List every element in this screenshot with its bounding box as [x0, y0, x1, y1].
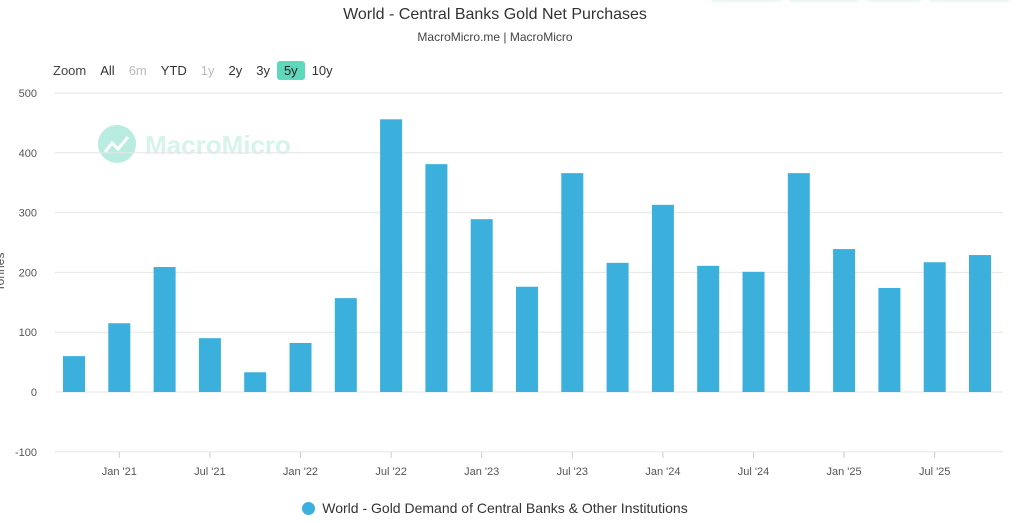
zoom-button-10y[interactable]: 10y [311, 63, 333, 78]
bar[interactable] [833, 249, 856, 392]
bar[interactable] [561, 173, 584, 392]
bar[interactable] [516, 286, 538, 392]
bar[interactable] [697, 265, 720, 392]
bar[interactable] [380, 119, 403, 392]
zoom-button-6m: 6m [128, 63, 147, 78]
y-tick-label: 0 [31, 387, 37, 399]
bar[interactable] [969, 255, 991, 392]
bar[interactable] [923, 262, 946, 392]
x-tick-label: Jan '25 [827, 466, 862, 478]
y-tick-label: 200 [19, 267, 37, 279]
watermark: MacroMicro [145, 130, 291, 160]
bar[interactable] [289, 342, 312, 392]
bar[interactable] [606, 262, 629, 392]
bar[interactable] [153, 267, 176, 392]
y-tick-label: 100 [19, 327, 37, 339]
x-tick-label: Jul '22 [375, 466, 406, 478]
y-tick-label: 500 [19, 88, 37, 100]
bar[interactable] [334, 298, 357, 392]
bar[interactable] [108, 323, 131, 392]
y-tick-label: 300 [19, 208, 37, 220]
y-axis-label: Tonnes [0, 253, 7, 292]
zoom-bar: Zoom All 6m YTD 1y 2y 3y 5y 10y [53, 61, 340, 80]
x-tick-label: Jan '21 [102, 466, 137, 478]
bar[interactable] [787, 173, 810, 392]
x-tick-label: Jul '23 [557, 466, 588, 478]
legend-marker [302, 501, 316, 515]
bar[interactable] [63, 356, 85, 392]
bar[interactable] [425, 164, 448, 392]
chart-subtitle: MacroMicro.me | MacroMicro [417, 30, 573, 44]
watermark-logo-icon [98, 125, 136, 163]
x-tick-label: Jan '24 [645, 466, 680, 478]
zoom-button-1y: 1y [200, 63, 215, 78]
zoom-label: Zoom [53, 63, 87, 78]
x-tick-label: Jul '24 [738, 466, 769, 478]
chart-title: World - Central Banks Gold Net Purchases [343, 6, 647, 23]
x-tick-label: Jan '23 [464, 466, 499, 478]
top-tabs [710, 0, 1010, 2]
y-tick-label: -100 [15, 447, 37, 459]
y-tick-label: 400 [19, 148, 37, 160]
watermark-logo-icon [103, 136, 130, 153]
bar[interactable] [244, 372, 267, 392]
bar[interactable] [198, 338, 221, 392]
x-tick-label: Jan '22 [283, 466, 318, 478]
zoom-button-ytd[interactable]: YTD [160, 63, 187, 78]
legend[interactable]: World - Gold Demand of Central Banks & O… [0, 500, 990, 516]
zoom-button-5y[interactable]: 5y [276, 61, 305, 80]
bar[interactable] [470, 219, 493, 392]
zoom-button-2y[interactable]: 2y [228, 63, 243, 78]
bar[interactable] [742, 271, 765, 392]
zoom-button-3y[interactable]: 3y [256, 63, 270, 78]
x-tick-label: Jul '25 [919, 466, 950, 478]
bar[interactable] [878, 287, 901, 392]
legend-label: World - Gold Demand of Central Banks & O… [322, 500, 688, 516]
bar[interactable] [651, 204, 674, 392]
x-tick-label: Jul '21 [194, 466, 225, 478]
zoom-button-all[interactable]: All [100, 63, 115, 78]
